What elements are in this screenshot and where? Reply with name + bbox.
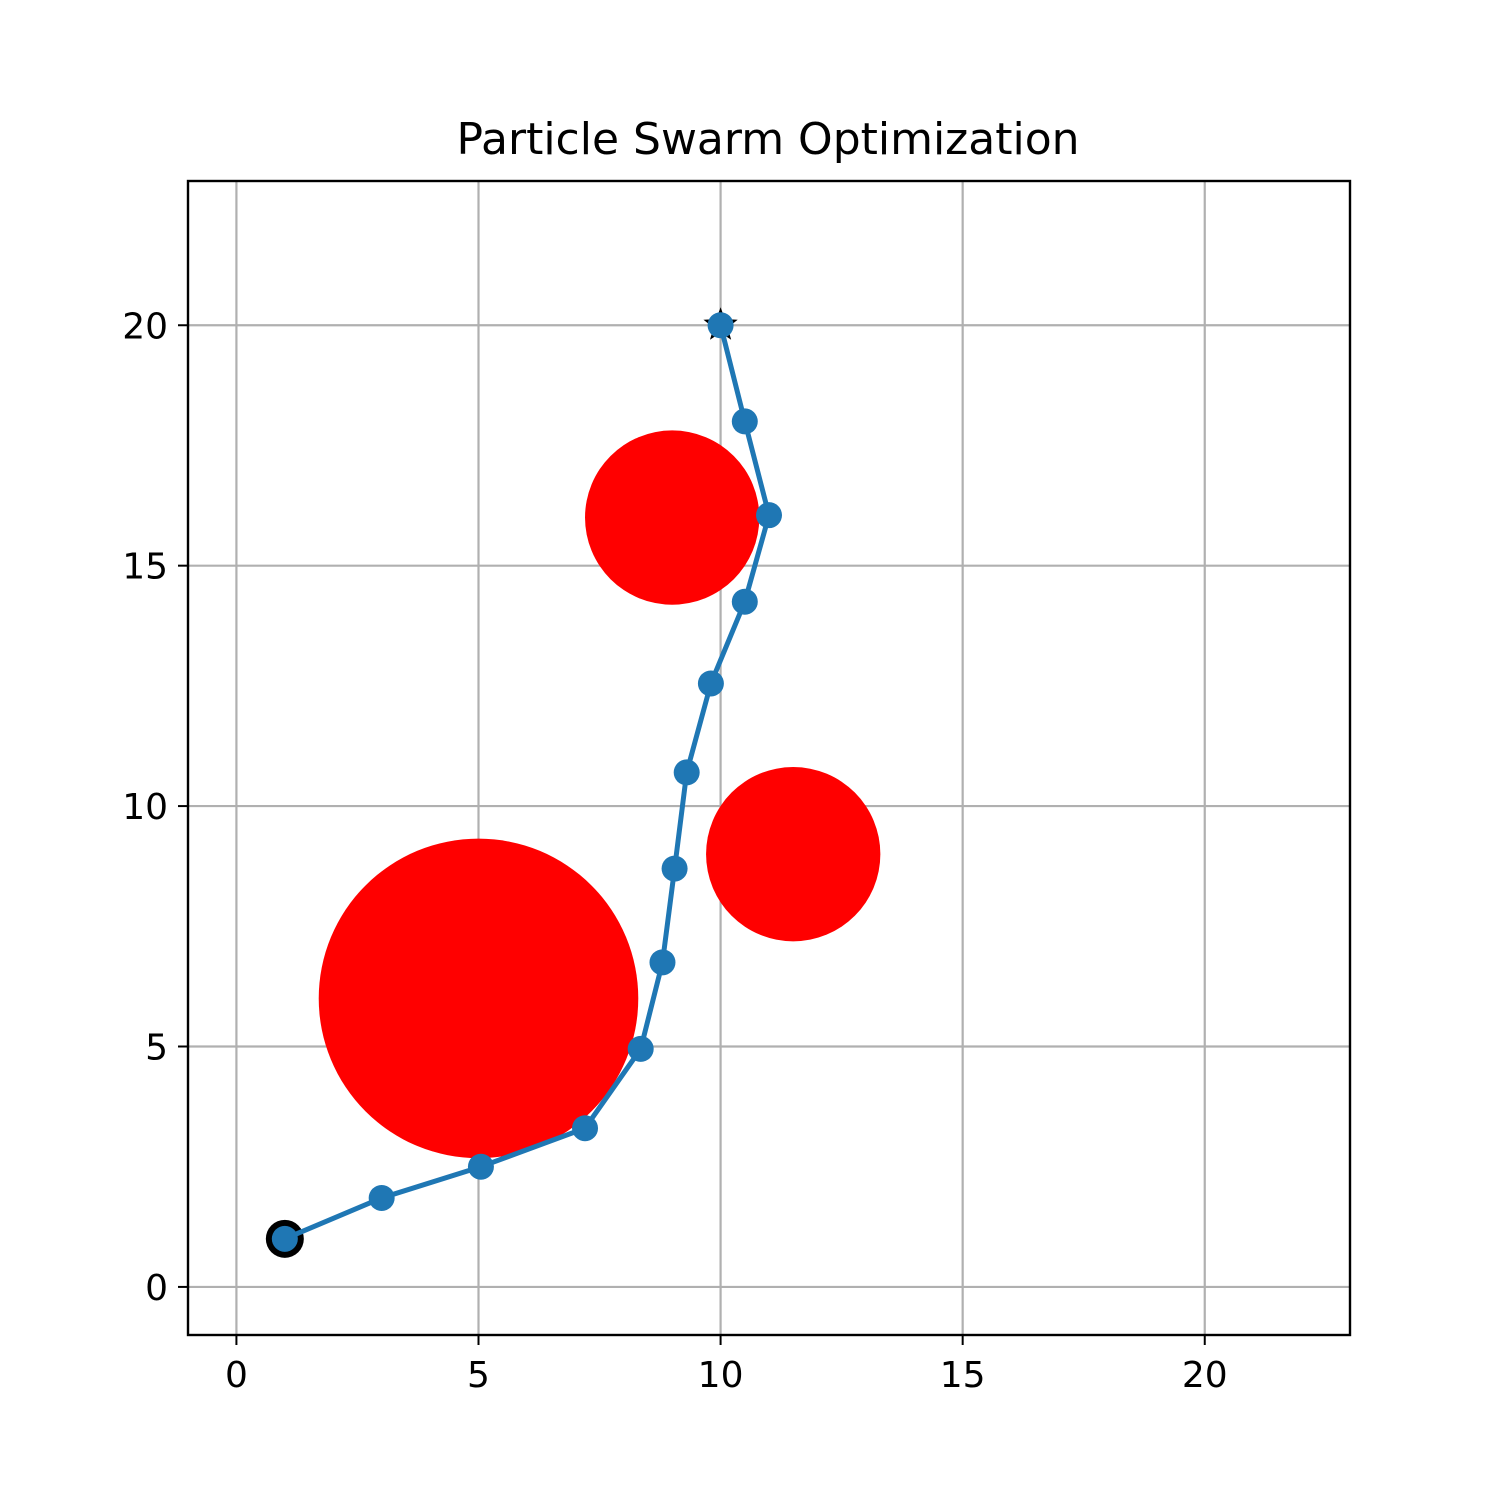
chart-title: Particle Swarm Optimization <box>456 114 1079 165</box>
path-point <box>271 1225 298 1252</box>
x-tick-label: 20 <box>1182 1355 1228 1396</box>
path-point <box>731 408 758 435</box>
plot-frame <box>186 179 1352 1337</box>
axes: 0 5 10 15 20 0 5 10 15 20 <box>122 306 1227 1396</box>
x-tick-label: 15 <box>940 1355 986 1396</box>
y-tick-label: 0 <box>145 1268 168 1309</box>
x-tick-label: 0 <box>225 1355 248 1396</box>
grid <box>188 181 1350 1335</box>
path-layer <box>265 307 782 1258</box>
y-tick-label: 15 <box>122 547 168 588</box>
path-point <box>731 588 758 615</box>
y-tick-label: 20 <box>122 306 168 347</box>
path-point <box>467 1153 494 1180</box>
path-point <box>368 1184 395 1211</box>
y-tick-label: 5 <box>145 1028 168 1069</box>
path-point <box>627 1035 654 1062</box>
y-tick-label: 10 <box>122 787 168 828</box>
path-point <box>649 949 676 976</box>
path-point <box>673 759 700 786</box>
path-point <box>756 502 782 529</box>
path-point <box>572 1115 599 1142</box>
obstacles <box>318 430 881 1159</box>
x-tick-label: 5 <box>467 1355 490 1396</box>
path-point <box>707 312 734 339</box>
obstacle-circle <box>706 767 881 942</box>
path-point <box>661 855 688 882</box>
x-tick-label: 10 <box>698 1355 744 1396</box>
obstacle-circle <box>318 838 639 1159</box>
path-point <box>697 670 724 697</box>
obstacle-circle <box>585 430 760 605</box>
